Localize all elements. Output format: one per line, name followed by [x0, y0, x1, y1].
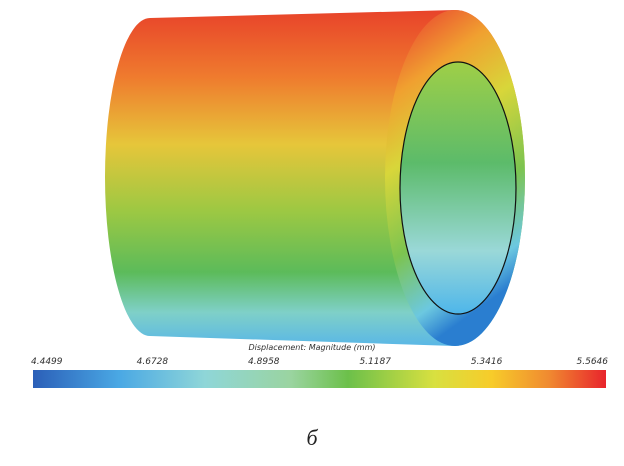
tick-label: 4.4499 [31, 357, 63, 367]
tick-label: 4.6728 [137, 357, 169, 367]
legend-title: Displacement: Magnitude (mm) [249, 343, 376, 352]
colorbar [33, 370, 606, 388]
tick-label: 5.5646 [577, 357, 609, 367]
page: Displacement: Magnitude (mm) 4.4499 4.672… [0, 0, 624, 466]
tick-label: 5.1187 [359, 357, 391, 367]
cylinder [105, 10, 525, 346]
caption: б [306, 425, 318, 450]
colorbar-ticks: 4.4499 4.6728 4.8958 5.1187 5.3416 5.5646 [31, 357, 608, 367]
tick-label: 4.8958 [248, 357, 280, 367]
tick-label: 5.3416 [471, 357, 503, 367]
bore [400, 62, 516, 314]
